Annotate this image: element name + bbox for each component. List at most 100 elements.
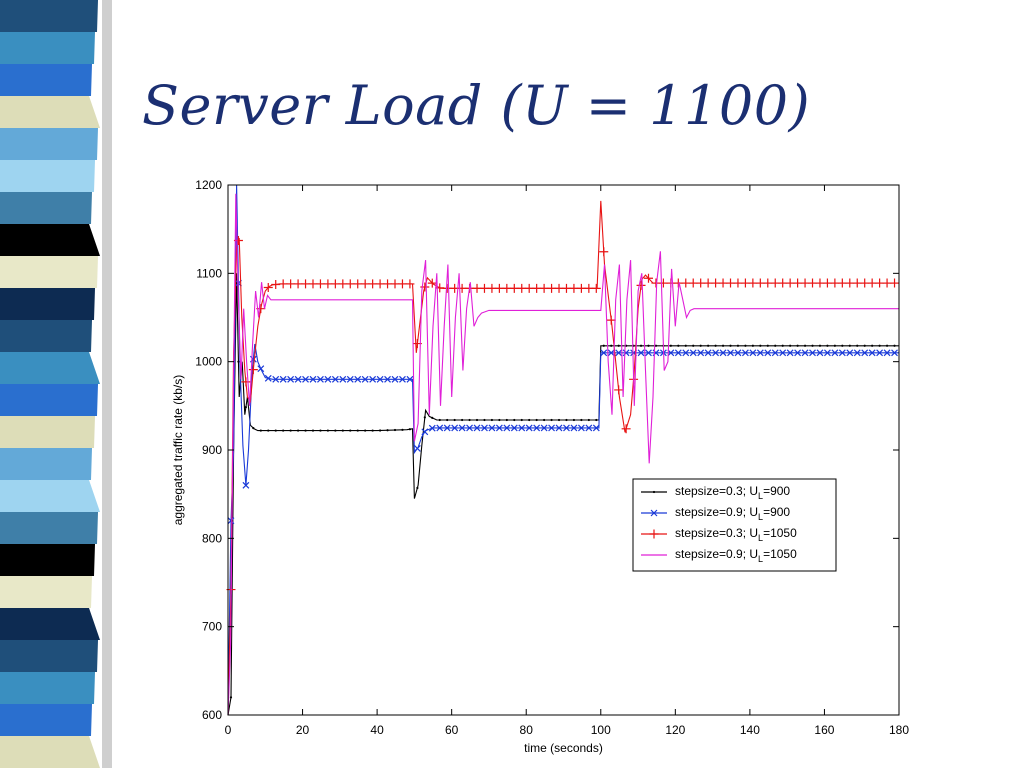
stripe-block (0, 736, 100, 768)
series-marker-dot (789, 344, 792, 347)
series-marker-plus (649, 529, 659, 539)
slide-title: Server Load (U = 1100) (142, 74, 811, 137)
series-marker-x (473, 424, 481, 432)
series-marker-dot (356, 429, 359, 432)
legend-item: stepsize=0.3; UL=900 (641, 484, 790, 501)
series-marker-x (510, 424, 518, 432)
y-tick-label: 1200 (195, 178, 222, 192)
series-marker-dot (692, 344, 695, 347)
series-marker-x (533, 424, 541, 432)
series-marker-x (518, 424, 526, 432)
series-marker-x (257, 365, 265, 373)
series-marker-dot (505, 418, 508, 422)
series-marker-plus (636, 280, 646, 290)
series-marker-x (346, 375, 354, 383)
series-line (227, 184, 899, 716)
legend-item: stepsize=0.9; UL=1050 (641, 547, 797, 564)
series-marker-plus (643, 273, 653, 283)
stripe-block (0, 512, 98, 544)
plot-area (228, 185, 899, 715)
series-marker-dot (371, 429, 374, 432)
series-marker-dot (707, 344, 710, 347)
stripe-block (0, 64, 92, 96)
series-marker-x (650, 509, 658, 517)
y-tick-label: 800 (202, 531, 222, 545)
series-marker-x (242, 481, 250, 489)
series-marker-dot (401, 428, 404, 431)
stripe-block (0, 352, 100, 384)
series-marker-x (712, 349, 720, 357)
series-marker-x (227, 517, 235, 525)
series-marker-dot (364, 429, 367, 432)
series-marker-x (563, 424, 570, 432)
stripe-block (0, 416, 95, 448)
x-tick-label: 100 (591, 723, 611, 737)
series-marker-plus (621, 424, 631, 434)
series-marker-plus (248, 365, 258, 375)
series-marker-dot (267, 429, 270, 432)
series-marker-x (645, 349, 652, 357)
series-marker-x (607, 349, 615, 357)
series-marker-dot (311, 429, 315, 432)
series-marker-dot (289, 429, 292, 432)
series-marker-x (413, 444, 421, 452)
series-marker-x (697, 349, 705, 357)
series-marker-x (727, 349, 734, 357)
series-marker-x (458, 424, 466, 432)
y-axis-label: aggregated traffic rate (kb/s) (171, 375, 185, 526)
series-marker-dot (386, 429, 389, 432)
series-marker-x (809, 349, 816, 357)
series-marker-x (734, 349, 742, 357)
series-marker-plus (614, 385, 624, 395)
x-tick-label: 140 (740, 723, 760, 737)
series-marker-x (853, 349, 861, 357)
series-marker-x (399, 375, 406, 383)
series-marker-x (846, 349, 854, 357)
series-marker-dot (617, 344, 620, 347)
series-marker-dot (349, 429, 352, 432)
y-tick-label: 1100 (196, 266, 222, 280)
x-tick-label: 40 (370, 723, 384, 737)
series-layer (226, 184, 900, 716)
stripe-block (0, 640, 98, 672)
series-marker-x (600, 349, 608, 357)
series-marker-dot (565, 418, 568, 422)
x-tick-label: 180 (889, 723, 909, 737)
series-marker-dot (543, 418, 546, 422)
series-marker-plus (890, 278, 900, 288)
series-marker-x (451, 424, 459, 432)
series-marker-dot (803, 344, 807, 347)
series-marker-dot (580, 418, 583, 422)
series-marker-dot (885, 344, 889, 347)
series-marker-plus (599, 247, 609, 257)
series-marker-x (682, 349, 690, 357)
stripe-block (0, 256, 98, 288)
chart-figure: 0 20 40 60 80 100 120 140 160 180 600 700 800 900 100… (160, 172, 920, 762)
series-marker-dot (475, 418, 479, 422)
series-marker-dot (669, 344, 672, 347)
y-axis-ticks: 600 700 800 900 1000 1100 1200 (195, 178, 899, 722)
series-marker-x (324, 375, 332, 383)
series-marker-x (525, 424, 533, 432)
line-chart: 0 20 40 60 80 100 120 140 160 180 600 700 800 900 100… (171, 178, 909, 755)
series-marker-dot (378, 429, 382, 432)
series-marker-x (391, 375, 399, 383)
series-marker-dot (520, 418, 523, 422)
series-marker-x (428, 424, 436, 432)
series-marker-plus (241, 377, 251, 387)
series-marker-dot (334, 429, 337, 432)
stripe-block (0, 192, 92, 224)
stripe-shadow (102, 0, 112, 768)
series-marker-dot (244, 405, 247, 409)
series-marker-dot (714, 344, 717, 347)
series-marker-dot (639, 344, 643, 347)
series-marker-dot (408, 428, 412, 431)
series-marker-dot (490, 418, 494, 422)
series-marker-dot (304, 429, 307, 432)
series-marker-dot (871, 344, 874, 347)
series-marker-dot (721, 344, 725, 347)
stripe-block (0, 320, 92, 352)
legend-label: stepsize=0.3; UL=900 (675, 484, 790, 501)
series-marker-dot (744, 344, 747, 347)
series-marker-x (354, 375, 362, 383)
